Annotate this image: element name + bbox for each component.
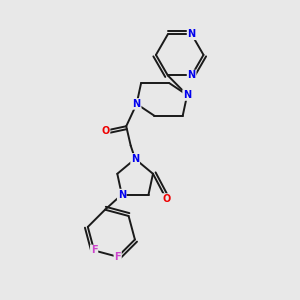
Text: N: N [183, 90, 191, 100]
Text: N: N [131, 154, 139, 164]
Text: N: N [118, 190, 126, 200]
Text: N: N [188, 70, 196, 80]
Text: F: F [91, 245, 98, 256]
Text: N: N [188, 29, 196, 39]
Text: F: F [114, 252, 121, 262]
Text: O: O [101, 126, 110, 136]
Text: O: O [162, 194, 170, 204]
Text: N: N [133, 99, 141, 109]
